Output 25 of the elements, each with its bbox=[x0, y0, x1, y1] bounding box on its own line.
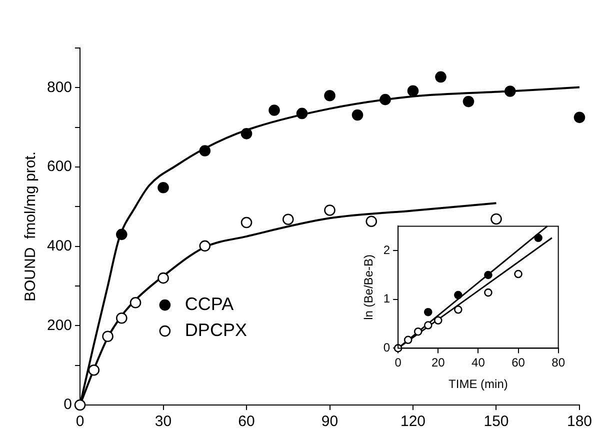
y-tick-label: 800 bbox=[46, 78, 72, 96]
x-tick-label: 180 bbox=[566, 413, 592, 430]
y-tick-label: 200 bbox=[46, 316, 72, 334]
legend-label: CCPA bbox=[184, 294, 234, 314]
x-tick-label: 60 bbox=[512, 356, 526, 370]
x-tick-label: 20 bbox=[431, 356, 446, 370]
y-tick-label: 1 bbox=[383, 292, 390, 306]
y-tick-label: 600 bbox=[46, 158, 72, 176]
y-axis-title: ln (Be/Be-B) bbox=[362, 254, 376, 320]
x-axis-title: TIME (min) bbox=[448, 377, 508, 392]
x-tick-label: 120 bbox=[400, 413, 426, 430]
x-tick-label: 0 bbox=[76, 413, 84, 430]
x-tick-label: 0 bbox=[394, 356, 402, 370]
x-tick-label: 150 bbox=[484, 413, 509, 430]
y-tick-label: 0 bbox=[64, 396, 72, 414]
y-axis-title: BOUND fmol/mg prot. bbox=[22, 151, 40, 302]
y-tick-label: 2 bbox=[383, 242, 390, 257]
y-tick-label: 400 bbox=[46, 237, 72, 254]
x-tick-label: 40 bbox=[472, 356, 486, 370]
x-tick-label: 30 bbox=[154, 413, 172, 430]
x-tick-label: 60 bbox=[238, 413, 255, 430]
x-tick-label: 80 bbox=[552, 356, 566, 370]
x-tick-label: 90 bbox=[321, 413, 338, 430]
legend-label: DPCPX bbox=[184, 320, 247, 340]
y-tick-label: 0 bbox=[383, 340, 390, 355]
